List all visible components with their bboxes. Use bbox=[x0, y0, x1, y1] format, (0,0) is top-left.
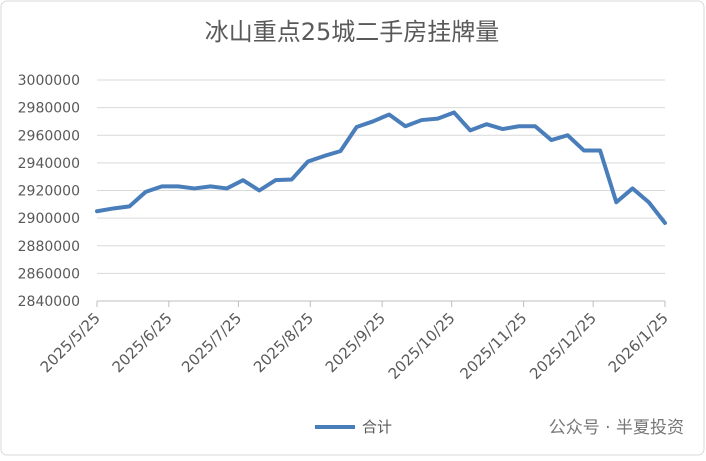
series-line bbox=[95, 110, 667, 225]
y-tick-label: 2880000 bbox=[18, 239, 80, 255]
y-tick-label: 2920000 bbox=[18, 184, 80, 200]
y-tick-label: 2940000 bbox=[18, 156, 80, 172]
watermark: 公众号 · 半夏投资 bbox=[549, 418, 684, 438]
y-tick-label: 2860000 bbox=[18, 266, 80, 282]
chart-title: 冰山重点25城二手房挂牌量 bbox=[205, 18, 500, 46]
y-tick-label: 2980000 bbox=[18, 101, 80, 117]
y-tick-label: 2840000 bbox=[18, 294, 80, 310]
y-tick-label: 2900000 bbox=[18, 211, 80, 227]
legend-label: 合计 bbox=[362, 418, 392, 436]
y-tick-label: 2960000 bbox=[18, 128, 80, 144]
y-tick-label: 3000000 bbox=[18, 73, 80, 89]
